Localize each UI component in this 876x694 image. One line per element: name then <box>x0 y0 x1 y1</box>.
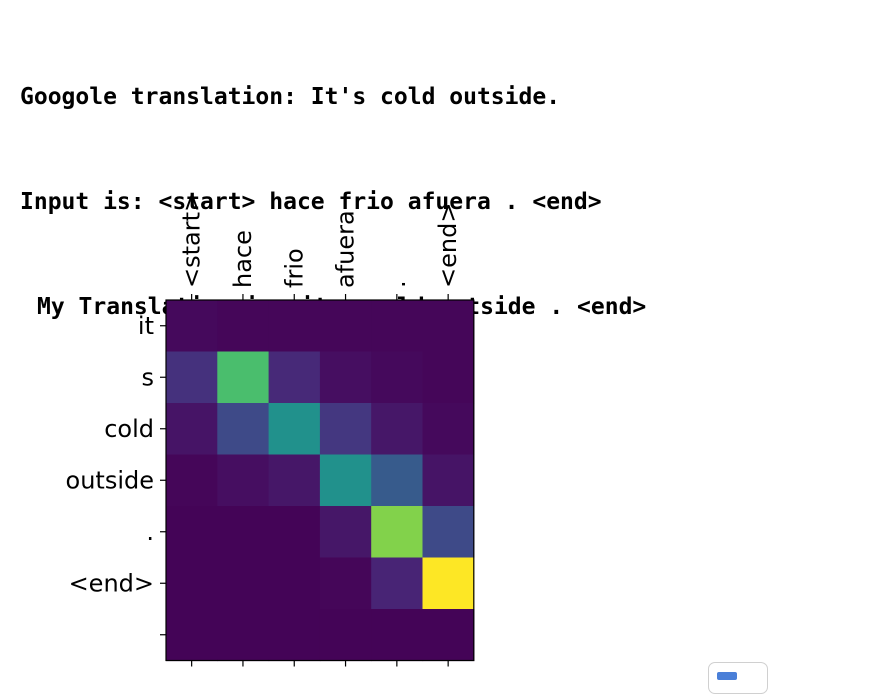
y-tick-label: outside <box>66 466 154 494</box>
heatmap-cell <box>371 506 424 559</box>
x-tick-label: hace <box>229 230 257 288</box>
heatmap-cell <box>422 557 475 610</box>
heatmap-cell <box>319 300 372 353</box>
heatmap-cell <box>371 609 424 662</box>
heatmap-cell <box>319 351 372 404</box>
heatmap-cell <box>217 454 270 507</box>
heatmap-cell <box>268 403 321 456</box>
heatmap-cell <box>166 506 218 559</box>
heatmap-cell <box>371 403 424 456</box>
y-tick-label: it <box>138 312 154 340</box>
heatmap-cell <box>217 609 270 662</box>
heatmap-cell <box>422 300 475 353</box>
heatmap-cell <box>422 454 475 507</box>
heatmap-cell <box>217 351 270 404</box>
heatmap-cell <box>422 609 475 662</box>
heatmap-cell <box>319 403 372 456</box>
heatmap-cell <box>166 300 218 353</box>
heatmap-cell <box>268 506 321 559</box>
heatmap-cell <box>371 454 424 507</box>
heatmap-cell <box>217 403 270 456</box>
heatmap-cell <box>268 351 321 404</box>
heatmap-cell <box>166 557 218 610</box>
heatmap-cell <box>217 557 270 610</box>
heatmap-cell <box>166 403 218 456</box>
attention-heatmap: <start> hace frio afuera. <end> it s cold outsid… <box>0 160 520 678</box>
y-tick-label: <end> <box>69 569 154 597</box>
x-tick-label: <start> <box>178 192 206 288</box>
y-tick-label: . <box>146 518 154 546</box>
x-tick-label: . <box>383 280 411 288</box>
console-output: Googole translation: It's cold outside. … <box>20 10 646 360</box>
heatmap-cell <box>371 351 424 404</box>
heatmap-cell <box>166 351 218 404</box>
google-translation-line: Googole translation: It's cold outside. <box>20 84 561 110</box>
x-tick-label: afuera <box>332 210 360 288</box>
heatmap-cell <box>422 506 475 559</box>
x-tick-label: <end> <box>434 203 462 288</box>
heatmap-cell <box>268 557 321 610</box>
y-tick-label: s <box>141 363 154 391</box>
heatmap-cell <box>319 557 372 610</box>
y-tick-label: cold <box>104 415 154 443</box>
heatmap-cell <box>166 454 218 507</box>
heatmap-cell <box>319 454 372 507</box>
heatmap-cell <box>422 351 475 404</box>
attention-heatmap-svg: <start> hace frio afuera. <end> it s cold outsid… <box>66 192 475 667</box>
heatmap-cell <box>268 300 321 353</box>
heatmap-cell <box>422 403 475 456</box>
heatmap-cell <box>268 454 321 507</box>
input-line: Input is: <start> hace frio afuera . <en… <box>20 189 602 215</box>
heatmap-cell <box>371 300 424 353</box>
heatmap-cell <box>319 506 372 559</box>
output-widget-button[interactable] <box>708 662 768 694</box>
heatmap-cell <box>268 609 321 662</box>
heatmap-cell <box>319 609 372 662</box>
x-tick-label: frio <box>280 248 308 288</box>
heatmap-cell <box>371 557 424 610</box>
heatmap-cell <box>217 506 270 559</box>
widget-toggle-icon <box>717 672 737 680</box>
heatmap-cell <box>166 609 218 662</box>
heatmap-cell <box>217 300 270 353</box>
